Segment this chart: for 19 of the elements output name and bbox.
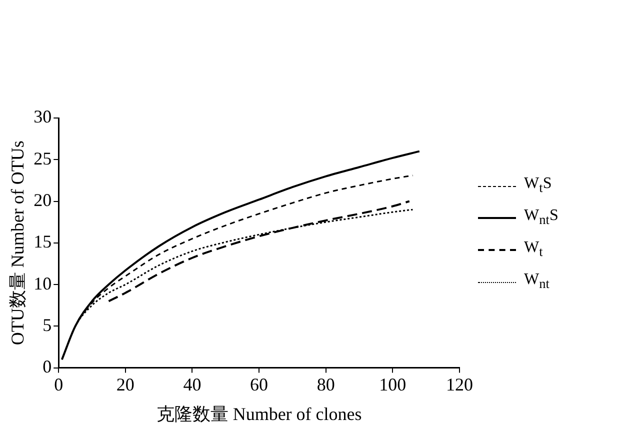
x-tick-label: 80 [316, 374, 335, 394]
legend-label: W$_{nt}$ [524, 271, 550, 293]
y-tick-label: 20 [34, 190, 52, 210]
y-tick-label: 0 [42, 356, 52, 377]
y-tick-label: 10 [34, 273, 52, 294]
x-tick-label: 60 [250, 374, 268, 394]
x-tick-label: 120 [446, 374, 473, 394]
y-tick-label: 30 [34, 106, 52, 127]
y-axis-title: OTU数量 Number of OTUs [8, 140, 28, 346]
x-tick-label: 100 [379, 374, 406, 394]
x-axis-title: 克隆数量 Number of clones [156, 404, 362, 424]
y-tick-label: 15 [34, 232, 52, 252]
x-tick-label: 20 [116, 374, 134, 394]
x-tick-label: 40 [183, 374, 202, 394]
legend-label: W$_{nt}$S [524, 207, 558, 229]
legend-label: W$_{t}$ [524, 239, 543, 261]
legend-label: W$_{t}$S [524, 175, 552, 197]
y-tick-label: 5 [42, 314, 52, 335]
y-tick-label: 25 [34, 148, 52, 168]
